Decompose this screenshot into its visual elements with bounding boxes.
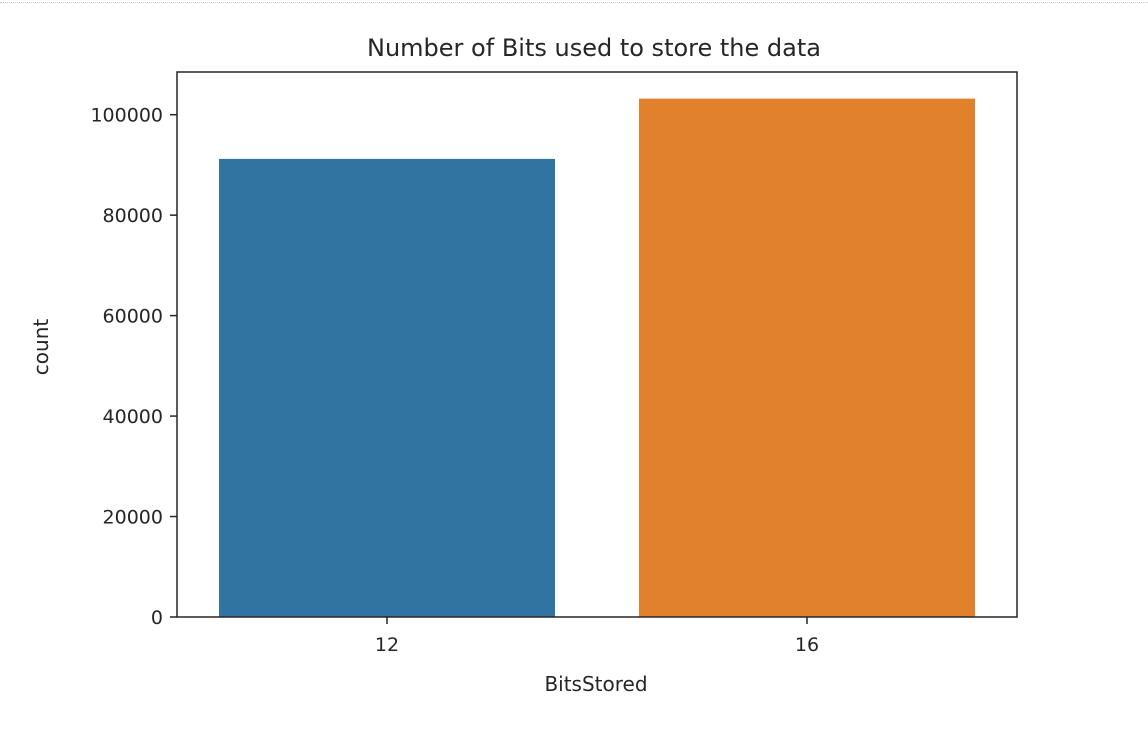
y-tick-label-20000: 20000 xyxy=(103,507,163,529)
y-tick-label-40000: 40000 xyxy=(103,406,163,428)
y-axis: 0 20000 40000 60000 80000 100000 xyxy=(90,105,177,629)
bar-12 xyxy=(219,158,555,617)
bar-16 xyxy=(639,98,975,617)
x-axis-label: BitsStored xyxy=(544,672,647,696)
x-tick-label-12: 12 xyxy=(375,634,399,656)
x-axis: 12 16 xyxy=(375,617,819,656)
y-tick-label-80000: 80000 xyxy=(103,205,163,227)
cell-top-border xyxy=(0,0,1148,3)
bars-group xyxy=(219,98,975,617)
y-tick-label-100000: 100000 xyxy=(90,105,163,127)
y-tick-label-0: 0 xyxy=(151,607,163,629)
y-tick-label-60000: 60000 xyxy=(103,306,163,328)
x-tick-label-16: 16 xyxy=(795,634,819,656)
plot-frame xyxy=(176,71,1018,618)
chart-title: Number of Bits used to store the data xyxy=(367,34,821,62)
y-axis-label: count xyxy=(29,319,53,376)
